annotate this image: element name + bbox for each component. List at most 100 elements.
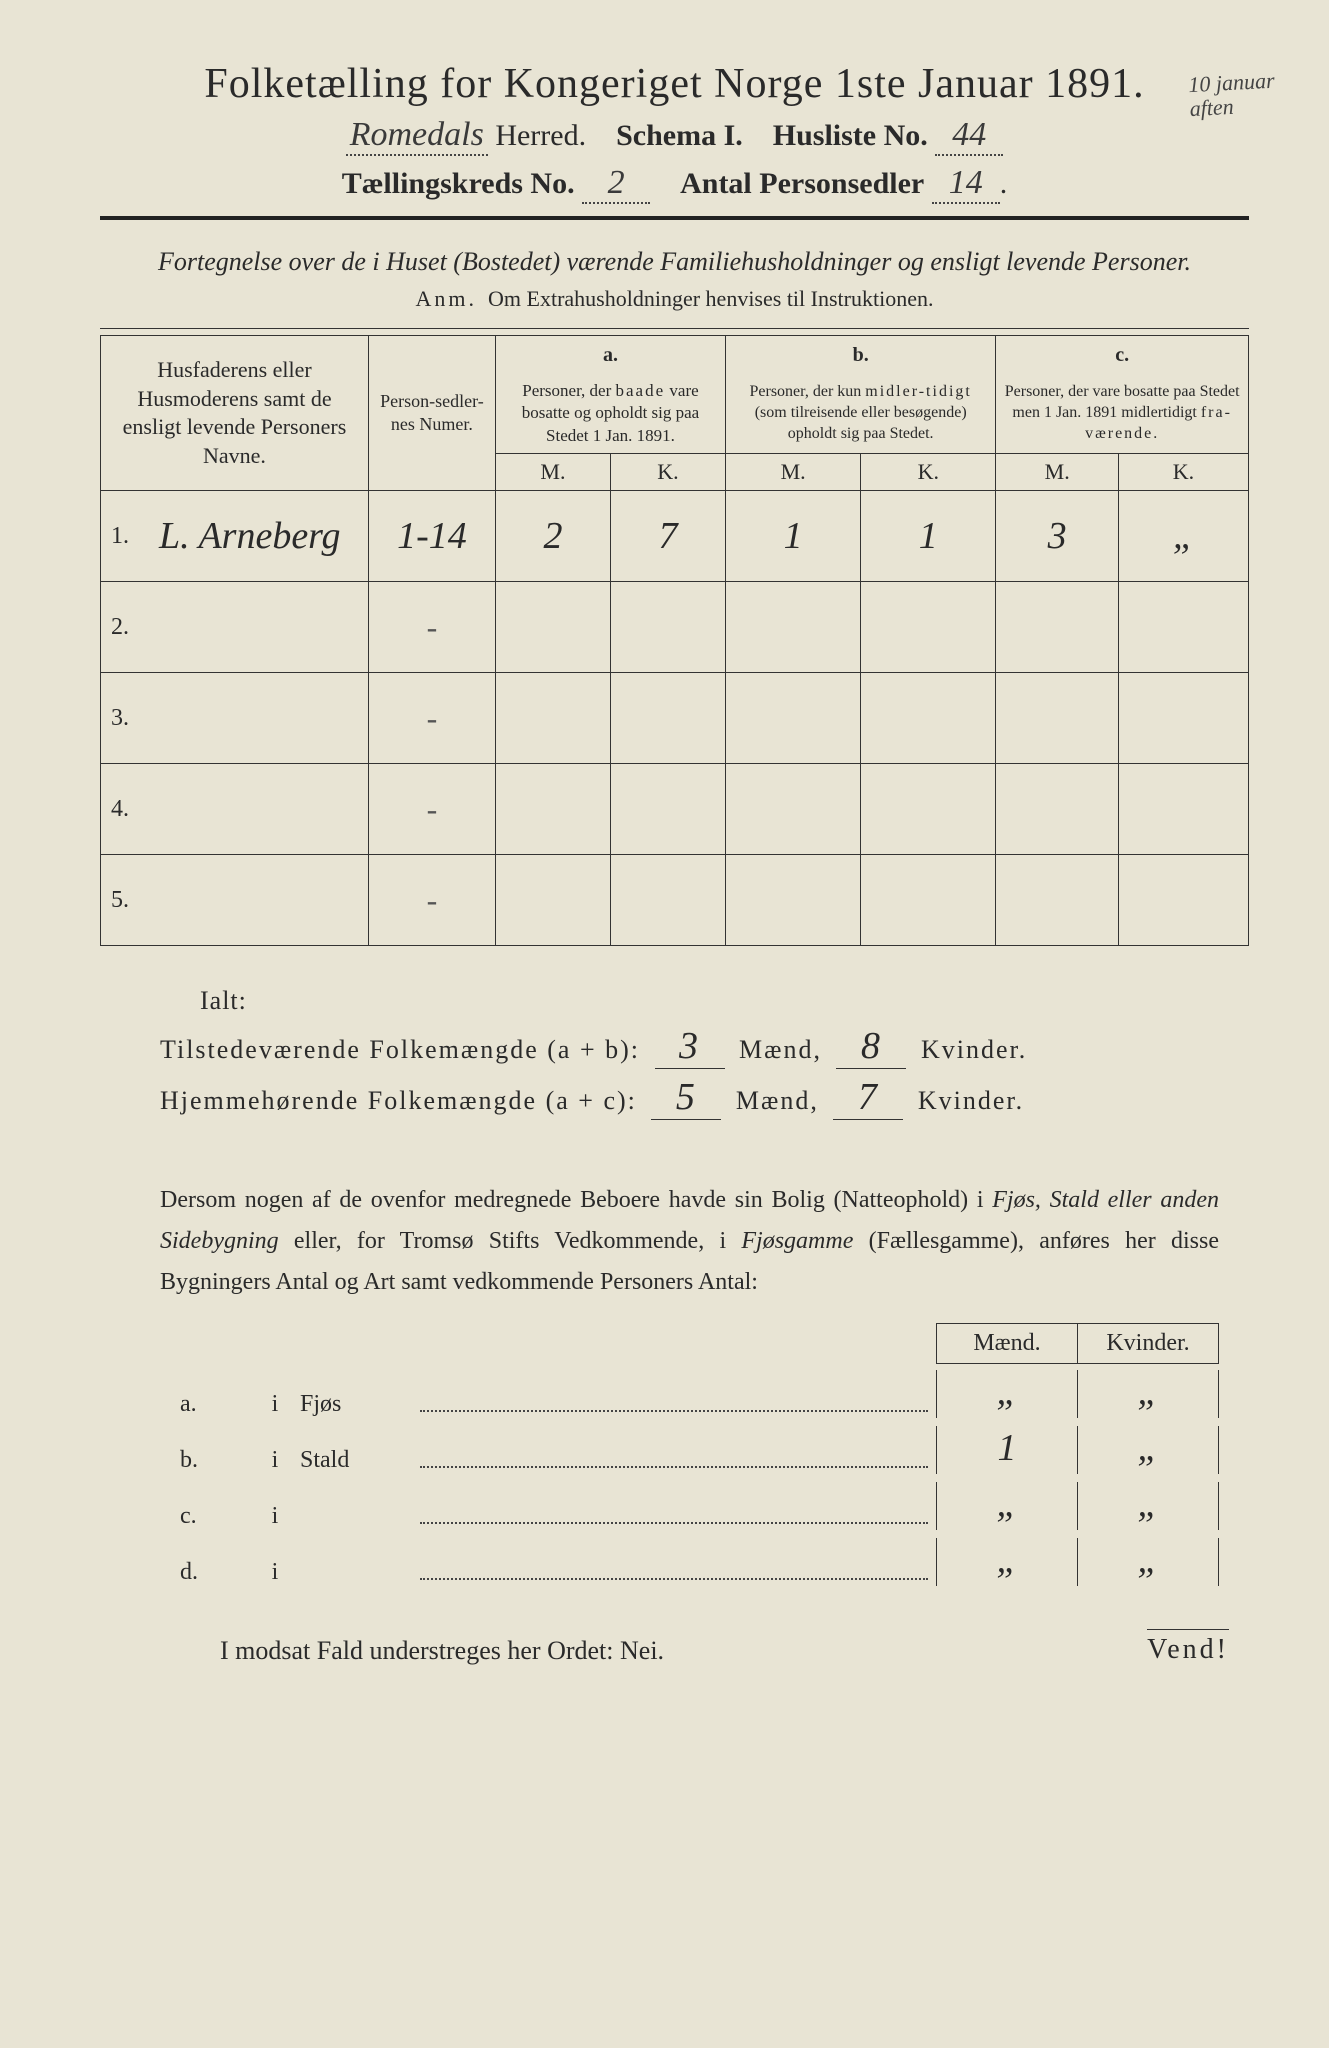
kreds-label: Tællingskreds No. <box>342 167 575 200</box>
bld-i: i <box>250 1559 300 1586</box>
divider <box>100 216 1249 220</box>
row-num: 1. <box>101 491 144 582</box>
buildings-paragraph: Dersom nogen af de ovenfor medregnede Be… <box>160 1180 1219 1302</box>
row-bk <box>861 855 996 946</box>
main-table: Husfaderens eller Husmoderens samt de en… <box>100 335 1249 946</box>
building-row: c.i„„ <box>160 1482 1219 1530</box>
bld-dots <box>420 1578 928 1580</box>
col-name-header: Husfaderens eller Husmoderens samt de en… <box>101 336 369 491</box>
row-am <box>495 673 610 764</box>
row-ak <box>610 855 725 946</box>
bld-dots <box>420 1466 928 1468</box>
row-bm <box>726 764 861 855</box>
row-cm <box>996 582 1119 673</box>
row-am <box>495 582 610 673</box>
bld-m-val: „ <box>936 1482 1077 1530</box>
col-numer-header: Person-sedler-nes Numer. <box>368 336 495 491</box>
row-name: L. Arneberg <box>143 491 368 582</box>
row-bm: 1 <box>726 491 861 582</box>
row-name <box>143 673 368 764</box>
row-num: 5. <box>101 855 144 946</box>
row-ak <box>610 764 725 855</box>
row-am <box>495 764 610 855</box>
col-c-m: M. <box>996 453 1119 491</box>
header-line-3: Tællingskreds No. 2 Antal Personsedler 1… <box>100 164 1249 204</box>
row-bk <box>861 764 996 855</box>
vend-label: Vend! <box>1147 1629 1229 1666</box>
row-ak: 7 <box>610 491 725 582</box>
kreds-value: 2 <box>582 164 650 204</box>
table-row: 2. - <box>101 582 1249 673</box>
building-row: d.i „„ <box>160 1538 1219 1586</box>
row-ck <box>1119 764 1249 855</box>
footer-line: I modsat Fald understreges her Ordet: Ne… <box>220 1636 1249 1666</box>
row-bm <box>726 673 861 764</box>
census-form-page: 10 januar aften Folketælling for Kongeri… <box>0 0 1329 1706</box>
building-row: a.iFjøs„„ <box>160 1370 1219 1418</box>
col-a-text: Personer, der baade vare bosatte og opho… <box>495 374 725 453</box>
row-numer: - <box>368 855 495 946</box>
bld-name: Stald <box>300 1447 420 1474</box>
buildings-block: Mænd. Kvinder. a.iFjøs„„b.iStald1„c.i„„d… <box>160 1323 1219 1586</box>
row-bm <box>726 582 861 673</box>
col-b-m: M. <box>726 453 861 491</box>
herred-value: Romedals <box>346 116 488 156</box>
bld-k-val: „ <box>1077 1482 1219 1530</box>
row-name <box>143 855 368 946</box>
bld-dots <box>420 1522 928 1524</box>
row-cm <box>996 855 1119 946</box>
thin-divider <box>100 328 1249 329</box>
col-c-letter: c. <box>996 336 1249 375</box>
row-am: 2 <box>495 491 610 582</box>
row-num: 3. <box>101 673 144 764</box>
margin-note: 10 januar aften <box>1188 67 1310 122</box>
row-num: 2. <box>101 582 144 673</box>
col-b-text: Personer, der kun midler-tidigt (som til… <box>726 374 996 453</box>
row-numer: - <box>368 673 495 764</box>
antal-label: Antal Personsedler <box>680 167 924 200</box>
table-row: 4.- <box>101 764 1249 855</box>
col-b-letter: b. <box>726 336 996 375</box>
row-ck <box>1119 855 1249 946</box>
row-bm <box>726 855 861 946</box>
row-numer: 1-14 <box>368 491 495 582</box>
bld-m-val: 1 <box>936 1426 1077 1474</box>
tot1-m: 3 <box>655 1024 725 1069</box>
row-numer: - <box>368 582 495 673</box>
bld-k-val: „ <box>1077 1538 1219 1586</box>
col-a-letter: a. <box>495 336 725 375</box>
row-cm: 3 <box>996 491 1119 582</box>
row-bk: 1 <box>861 491 996 582</box>
row-ak <box>610 582 725 673</box>
bld-i: i <box>250 1503 300 1530</box>
table-row: 3. - <box>101 673 1249 764</box>
totals-line-1: Tilstedeværende Folkemængde (a + b): 3 M… <box>160 1024 1249 1069</box>
bld-letter: a. <box>160 1391 250 1418</box>
row-ck <box>1119 582 1249 673</box>
row-am <box>495 855 610 946</box>
tot2-k: 7 <box>833 1075 903 1120</box>
bld-i: i <box>250 1391 300 1418</box>
subtitle: Fortegnelse over de i Huset (Bostedet) v… <box>100 244 1249 280</box>
bld-k-val: „ <box>1077 1426 1219 1474</box>
bld-m-val: „ <box>936 1538 1077 1586</box>
row-name <box>143 582 368 673</box>
husliste-value: 44 <box>935 116 1003 156</box>
bld-maend-header: Mænd. <box>936 1323 1077 1364</box>
antal-value: 14 <box>932 164 1000 204</box>
row-bk <box>861 582 996 673</box>
row-ak <box>610 673 725 764</box>
totals-line-2: Hjemmehørende Folkemængde (a + c): 5 Mæn… <box>160 1075 1249 1120</box>
row-name <box>143 764 368 855</box>
bld-dots <box>420 1410 928 1412</box>
anm-text: Om Extrahusholdninger henvises til Instr… <box>488 286 933 311</box>
page-title: Folketælling for Kongeriget Norge 1ste J… <box>100 60 1249 108</box>
bld-m-val: „ <box>936 1370 1077 1418</box>
row-ck: „ <box>1119 491 1249 582</box>
bld-kvinder-header: Kvinder. <box>1077 1323 1219 1364</box>
row-cm <box>996 673 1119 764</box>
row-bk <box>861 673 996 764</box>
bld-letter: d. <box>160 1559 250 1586</box>
row-ck <box>1119 673 1249 764</box>
table-row: 1.L. Arneberg1-1427113„ <box>101 491 1249 582</box>
